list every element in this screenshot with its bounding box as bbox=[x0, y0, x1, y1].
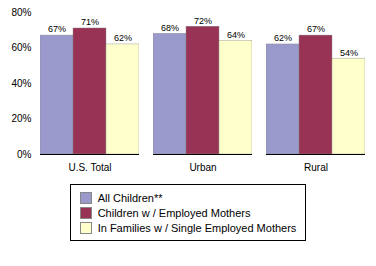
svg-text:20%: 20% bbox=[11, 113, 31, 124]
svg-text:62%: 62% bbox=[114, 33, 132, 43]
html-text:In Families w / Single Employe: In Families w / Single Employed Mothers bbox=[97, 221, 297, 234]
html-text:Children w / Employed Mothers: Children w / Employed Mothers bbox=[97, 206, 251, 219]
svg-text:67%: 67% bbox=[307, 24, 325, 34]
svg-text:60%: 60% bbox=[11, 42, 31, 53]
svg-text:0%: 0% bbox=[17, 149, 32, 160]
html-text:All Children**: All Children** bbox=[97, 191, 163, 204]
svg-text:62%: 62% bbox=[274, 33, 292, 43]
svg-text:40%: 40% bbox=[11, 78, 31, 89]
svg-text:U.S. Total: U.S. Total bbox=[68, 162, 111, 173]
svg-text:68%: 68% bbox=[161, 23, 179, 33]
svg-text:80%: 80% bbox=[11, 7, 31, 18]
svg-text:72%: 72% bbox=[194, 16, 212, 26]
svg-text:54%: 54% bbox=[340, 48, 358, 58]
svg-text:64%: 64% bbox=[227, 30, 245, 40]
svg-text:Urban: Urban bbox=[189, 162, 216, 173]
svg-text:Rural: Rural bbox=[304, 162, 328, 173]
svg-text:67%: 67% bbox=[48, 24, 66, 34]
svg-text:71%: 71% bbox=[81, 17, 99, 27]
